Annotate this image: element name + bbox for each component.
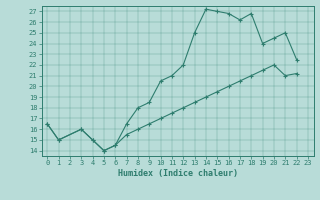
X-axis label: Humidex (Indice chaleur): Humidex (Indice chaleur) — [118, 169, 237, 178]
